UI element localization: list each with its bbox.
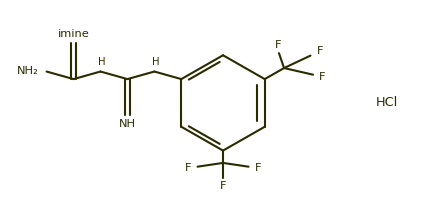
Text: NH: NH — [119, 119, 136, 129]
Text: F: F — [220, 181, 226, 191]
Text: NH₂: NH₂ — [17, 66, 38, 76]
Text: F: F — [275, 41, 281, 50]
Text: HCl: HCl — [376, 96, 398, 109]
Text: F: F — [255, 163, 262, 173]
Text: F: F — [317, 46, 323, 56]
Text: H: H — [152, 56, 160, 67]
Text: F: F — [184, 163, 191, 173]
Text: F: F — [319, 72, 326, 82]
Text: H: H — [98, 56, 106, 67]
Text: imine: imine — [57, 29, 89, 39]
